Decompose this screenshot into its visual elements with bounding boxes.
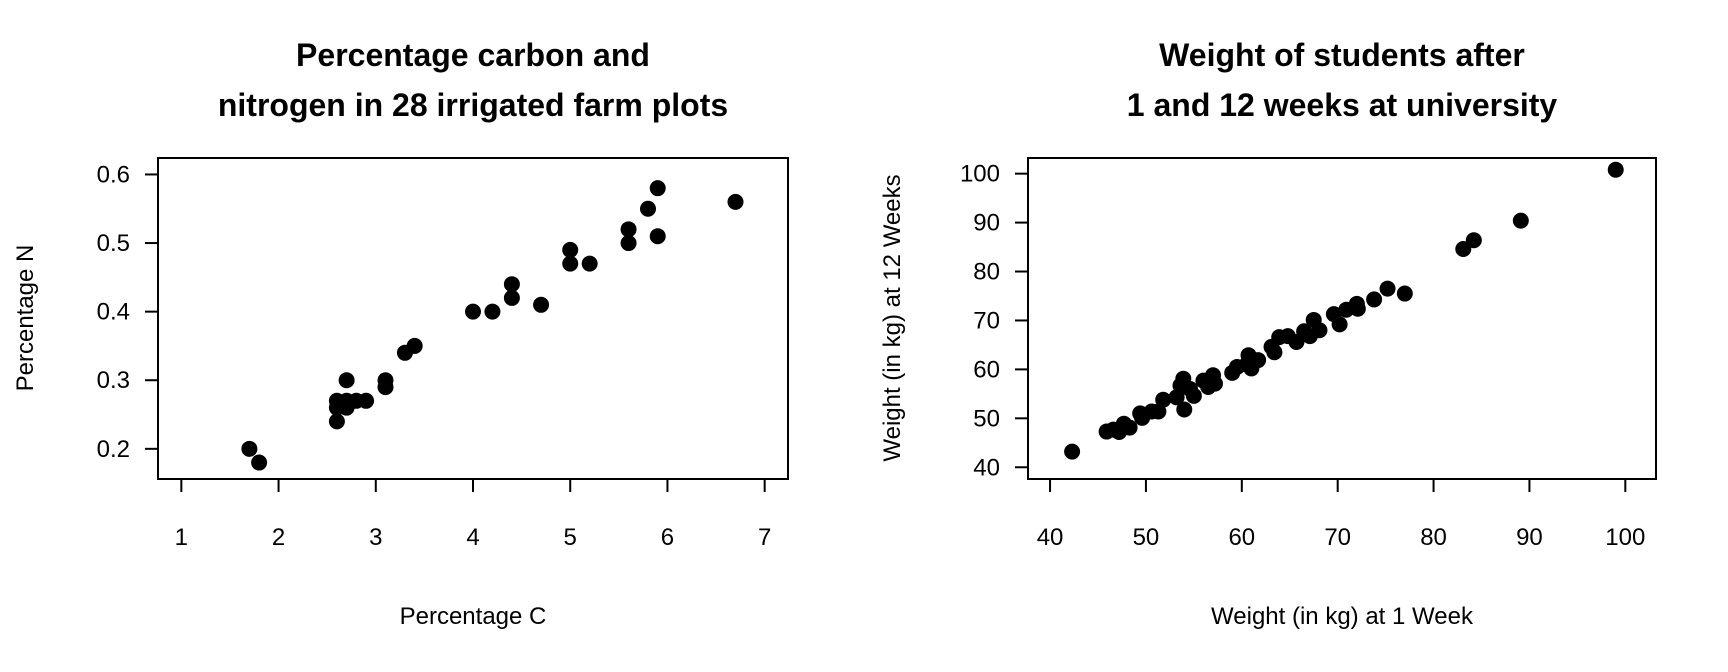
y-tick-label: 60 <box>973 356 1000 383</box>
data-point <box>1266 344 1283 361</box>
y-tick-label: 0.3 <box>97 367 130 394</box>
y-tick-label: 0.4 <box>97 299 130 326</box>
data-point <box>1206 375 1223 392</box>
x-tick-label: 7 <box>758 524 771 551</box>
data-point <box>649 180 666 197</box>
x-axis-label: Percentage C <box>400 603 547 630</box>
data-point <box>649 228 666 245</box>
data-point <box>1311 322 1328 339</box>
data-point <box>533 296 550 313</box>
data-point <box>1176 401 1193 418</box>
y-axis-label: Weight (in kg) at 12 Weeks <box>879 174 906 461</box>
chart-title-line-1: Percentage carbon and <box>296 37 650 73</box>
y-tick-label: 70 <box>973 307 1000 334</box>
data-point <box>1064 443 1081 460</box>
data-point <box>1455 241 1472 258</box>
data-point <box>562 241 579 258</box>
y-tick-label: 90 <box>973 210 1000 237</box>
data-point <box>1379 280 1396 297</box>
data-point <box>1607 161 1624 178</box>
data-point <box>377 379 394 396</box>
data-point <box>503 289 520 306</box>
x-tick-label: 90 <box>1516 524 1543 551</box>
y-tick-label: 50 <box>973 405 1000 432</box>
y-tick-label: 80 <box>973 259 1000 286</box>
data-point <box>1512 212 1529 229</box>
y-tick-label: 0.5 <box>97 230 130 257</box>
data-point <box>241 440 258 457</box>
plot-carbon-nitrogen: Percentage carbon and nitrogen in 28 irr… <box>12 37 789 630</box>
data-point <box>251 454 268 471</box>
data-point <box>338 372 355 389</box>
data-point <box>1396 285 1413 302</box>
plot-student-weights: Weight of students after 1 and 12 weeks … <box>879 37 1657 630</box>
x-tick-label: 40 <box>1037 524 1064 551</box>
data-point <box>484 303 501 320</box>
data-point <box>640 200 656 217</box>
data-point <box>1331 316 1348 333</box>
x-tick-label: 3 <box>369 524 382 551</box>
data-point <box>1155 391 1172 408</box>
x-tick-label: 100 <box>1605 524 1645 551</box>
y-tick-label: 40 <box>973 454 1000 481</box>
x-tick-label: 5 <box>564 524 577 551</box>
data-point <box>620 221 637 238</box>
y-tick-label: 100 <box>960 161 1000 188</box>
data-point <box>1185 387 1202 404</box>
x-axis-label: Weight (in kg) at 1 Week <box>1211 603 1474 630</box>
data-point <box>465 303 481 320</box>
data-point <box>1465 232 1482 249</box>
chart-title-line-1: Weight of students after <box>1159 37 1525 73</box>
chart-title-line-2: nitrogen in 28 irrigated farm plots <box>218 87 728 123</box>
data-point <box>581 255 598 272</box>
data-point <box>1250 352 1267 369</box>
data-point <box>562 255 579 272</box>
x-tick-label: 80 <box>1420 524 1447 551</box>
data-point <box>358 392 375 409</box>
data-point <box>406 337 423 354</box>
y-tick-label: 0.6 <box>97 161 130 188</box>
y-axis-label: Percentage N <box>12 245 39 392</box>
x-tick-label: 70 <box>1324 524 1351 551</box>
x-tick-label: 1 <box>175 524 188 551</box>
data-point <box>1349 300 1366 317</box>
data-point <box>727 193 744 210</box>
x-tick-label: 4 <box>466 524 479 551</box>
x-tick-label: 2 <box>272 524 285 551</box>
data-point <box>503 276 520 293</box>
data-point <box>1121 419 1138 436</box>
chart-title-line-2: 1 and 12 weeks at university <box>1127 87 1558 123</box>
x-tick-label: 50 <box>1133 524 1160 551</box>
data-point <box>1366 291 1383 308</box>
y-tick-label: 0.2 <box>97 436 130 463</box>
data-point <box>620 235 637 252</box>
data-point <box>328 413 345 430</box>
x-tick-label: 60 <box>1228 524 1255 551</box>
x-tick-label: 6 <box>661 524 674 551</box>
